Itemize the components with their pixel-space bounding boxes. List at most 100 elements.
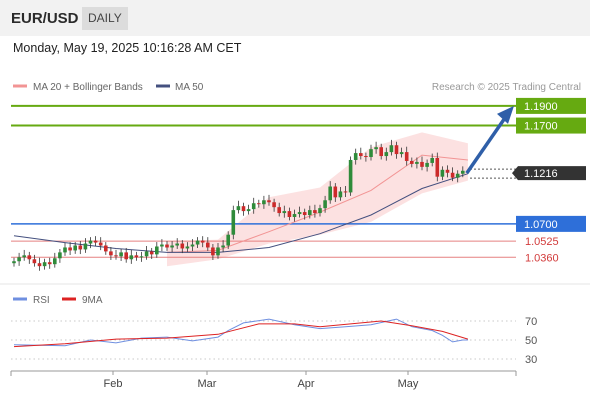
candle-up bbox=[430, 158, 434, 163]
forecast-arrow-head bbox=[497, 105, 514, 124]
candle-up bbox=[12, 261, 16, 264]
candle-down bbox=[180, 243, 185, 249]
candle-up bbox=[190, 244, 195, 247]
rsi-line bbox=[13, 318, 468, 347]
candle-up bbox=[22, 255, 26, 258]
candle-down bbox=[98, 242, 103, 246]
candle-down bbox=[364, 156, 368, 158]
candle-up bbox=[119, 252, 123, 257]
candle-up bbox=[262, 200, 266, 205]
currency-pair-title: EUR/USD bbox=[11, 10, 79, 27]
candle-down bbox=[32, 259, 37, 264]
candle-up bbox=[83, 243, 88, 250]
candle-down bbox=[272, 202, 276, 208]
resistance-label-box bbox=[516, 97, 586, 114]
candle-down bbox=[104, 245, 108, 252]
candle-up bbox=[221, 245, 225, 248]
candle-up bbox=[461, 170, 465, 174]
candle-up bbox=[175, 243, 179, 246]
candle-up bbox=[318, 208, 322, 214]
candle-up bbox=[236, 206, 241, 211]
candle-down bbox=[343, 191, 348, 193]
rsi-ma-line bbox=[13, 320, 469, 348]
rsi-tick-label: 50 bbox=[525, 335, 537, 347]
candle-up bbox=[292, 214, 297, 217]
research-credit: Research © 2025 Trading Central bbox=[432, 82, 581, 93]
x-tick-label: Mar bbox=[198, 378, 217, 390]
candle-up bbox=[226, 234, 230, 246]
candle-up bbox=[17, 257, 21, 262]
current-price-label: 1.1216 bbox=[524, 168, 558, 180]
candle-up bbox=[155, 246, 159, 255]
candle-down bbox=[200, 240, 205, 243]
candle-up bbox=[297, 212, 302, 215]
candle-up bbox=[369, 149, 373, 158]
candle-up bbox=[195, 240, 200, 245]
candle-down bbox=[109, 251, 113, 256]
rsi-tick-label: 70 bbox=[525, 316, 537, 328]
resistance-label: 1.1900 bbox=[524, 101, 558, 113]
candle-up bbox=[323, 200, 327, 209]
forecast-arrow bbox=[465, 105, 514, 175]
x-tick-label: Apr bbox=[297, 378, 314, 390]
rsi-series bbox=[13, 318, 469, 348]
candle-down bbox=[450, 172, 455, 178]
candle-down bbox=[241, 206, 246, 212]
rsi-tick-label: 30 bbox=[525, 354, 537, 366]
x-tick-label: Feb bbox=[104, 378, 123, 390]
candle-up bbox=[129, 255, 134, 260]
candle-up bbox=[282, 211, 287, 214]
candle-up bbox=[415, 161, 419, 164]
candle-down bbox=[149, 251, 154, 255]
candle-down bbox=[134, 255, 139, 258]
pivot-label: 1.0360 bbox=[525, 252, 559, 264]
candle-up bbox=[139, 256, 144, 258]
price-level-labels: 1.1900 1.1700 1.1216 1.0700 1.0525 1.0360 bbox=[512, 97, 586, 264]
candle-up bbox=[348, 159, 353, 193]
candle-up bbox=[216, 247, 220, 256]
header-bar: EUR/USD DAILY bbox=[0, 0, 590, 36]
candle-up bbox=[308, 210, 312, 216]
candle-up bbox=[399, 152, 404, 155]
candle-down bbox=[37, 263, 42, 267]
candle-up bbox=[328, 186, 332, 201]
support-label: 1.0700 bbox=[524, 219, 558, 231]
candle-up bbox=[63, 247, 67, 253]
x-tick-label: May bbox=[398, 378, 419, 390]
candle-down bbox=[420, 161, 424, 167]
chart-timestamp: Monday, May 19, 2025 10:16:28 AM CET bbox=[13, 41, 242, 55]
candle-up bbox=[246, 209, 251, 212]
candle-down bbox=[404, 152, 409, 161]
forecast-arrow-shaft bbox=[465, 116, 507, 175]
legend-rsi-label: RSI bbox=[33, 295, 50, 306]
timeframe-badge[interactable]: DAILY bbox=[82, 7, 128, 30]
candle-down bbox=[287, 211, 292, 217]
candle-up bbox=[338, 191, 343, 198]
candle-down bbox=[206, 242, 210, 248]
candle-up bbox=[374, 147, 378, 150]
legend-ma50-label: MA 50 bbox=[175, 82, 204, 93]
candle-up bbox=[455, 173, 460, 178]
candle-down bbox=[313, 210, 317, 214]
candle-up bbox=[231, 210, 236, 235]
candle-down bbox=[302, 212, 307, 216]
candle-down bbox=[333, 186, 338, 198]
resistance-label: 1.1700 bbox=[524, 121, 558, 133]
support-label-box bbox=[516, 215, 586, 232]
candle-down bbox=[124, 252, 128, 260]
candle-up bbox=[353, 153, 358, 160]
candle-down bbox=[277, 207, 281, 214]
candle-up bbox=[185, 246, 190, 249]
candle-down bbox=[445, 169, 450, 173]
bollinger-band-area bbox=[167, 132, 468, 267]
candle-down bbox=[257, 203, 261, 205]
candle-down bbox=[379, 147, 383, 157]
candle-down bbox=[93, 240, 98, 243]
candle-down bbox=[165, 244, 169, 248]
candle-up bbox=[384, 152, 389, 157]
candle-down bbox=[114, 255, 118, 257]
legend-ma20-label: MA 20 + Bollinger Bands bbox=[33, 82, 143, 93]
candle-up bbox=[53, 258, 57, 265]
